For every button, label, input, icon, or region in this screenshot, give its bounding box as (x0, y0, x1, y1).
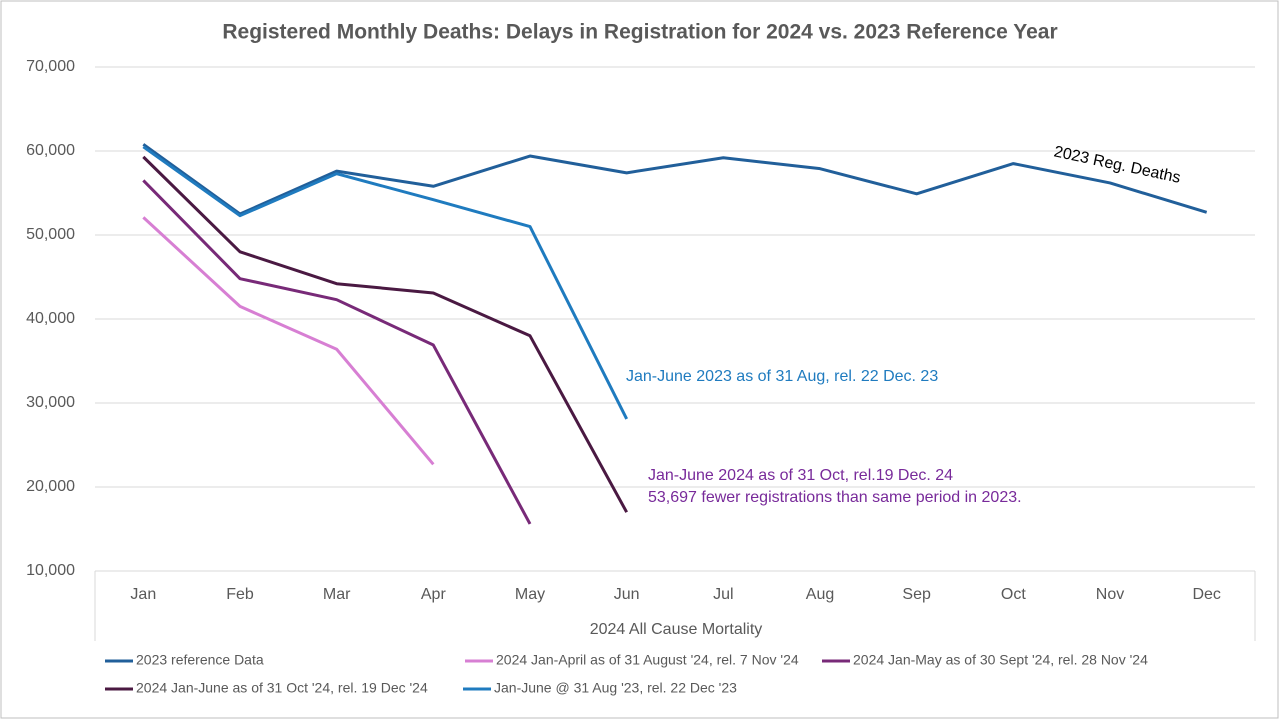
series-line (142, 179, 532, 525)
annotation: Jan-June 2023 as of 31 Aug, rel. 22 Dec.… (626, 368, 938, 385)
y-tick-label: 40,000 (26, 310, 75, 327)
y-tick-label: 50,000 (26, 226, 75, 243)
x-tick-label: Jul (713, 586, 733, 603)
x-axis-label: 2024 All Cause Mortality (590, 621, 763, 638)
x-tick-label: Dec (1192, 586, 1220, 603)
series-line (142, 143, 1208, 216)
y-tick-label: 30,000 (26, 394, 75, 411)
x-tick-label: Apr (421, 586, 447, 603)
x-tick-label: Jan (130, 586, 156, 603)
x-tick-label: Aug (806, 586, 834, 603)
legend-label: 2023 reference Data (136, 652, 264, 668)
annotation: 53,697 fewer registrations than same per… (648, 489, 1022, 506)
series-line (142, 145, 629, 420)
y-tick-label: 20,000 (26, 478, 75, 495)
x-tick-label: Oct (1001, 586, 1026, 603)
x-tick-label: May (515, 586, 545, 603)
legend-label: 2024 Jan-May as of 30 Sept '24, rel. 28 … (853, 652, 1148, 668)
x-tick-label: Sep (902, 586, 931, 603)
y-tick-label: 60,000 (26, 142, 75, 159)
legend-label: Jan-June @ 31 Aug '23, rel. 22 Dec '23 (494, 680, 737, 696)
chart-title: Registered Monthly Deaths: Delays in Reg… (222, 21, 1057, 44)
y-tick-label: 10,000 (26, 562, 75, 579)
legend-label: 2024 Jan-June as of 31 Oct '24, rel. 19 … (136, 680, 428, 696)
legend-label: 2024 Jan-April as of 31 August '24, rel.… (496, 652, 799, 668)
x-tick-label: Nov (1096, 586, 1124, 603)
series-line (142, 155, 628, 513)
x-tick-label: Mar (323, 586, 351, 603)
x-tick-label: Jun (614, 586, 640, 603)
x-tick-label: Feb (226, 586, 254, 603)
y-tick-label: 70,000 (26, 58, 75, 75)
annotation: Jan-June 2024 as of 31 Oct, rel.19 Dec. … (648, 467, 953, 484)
series-line (142, 216, 435, 466)
